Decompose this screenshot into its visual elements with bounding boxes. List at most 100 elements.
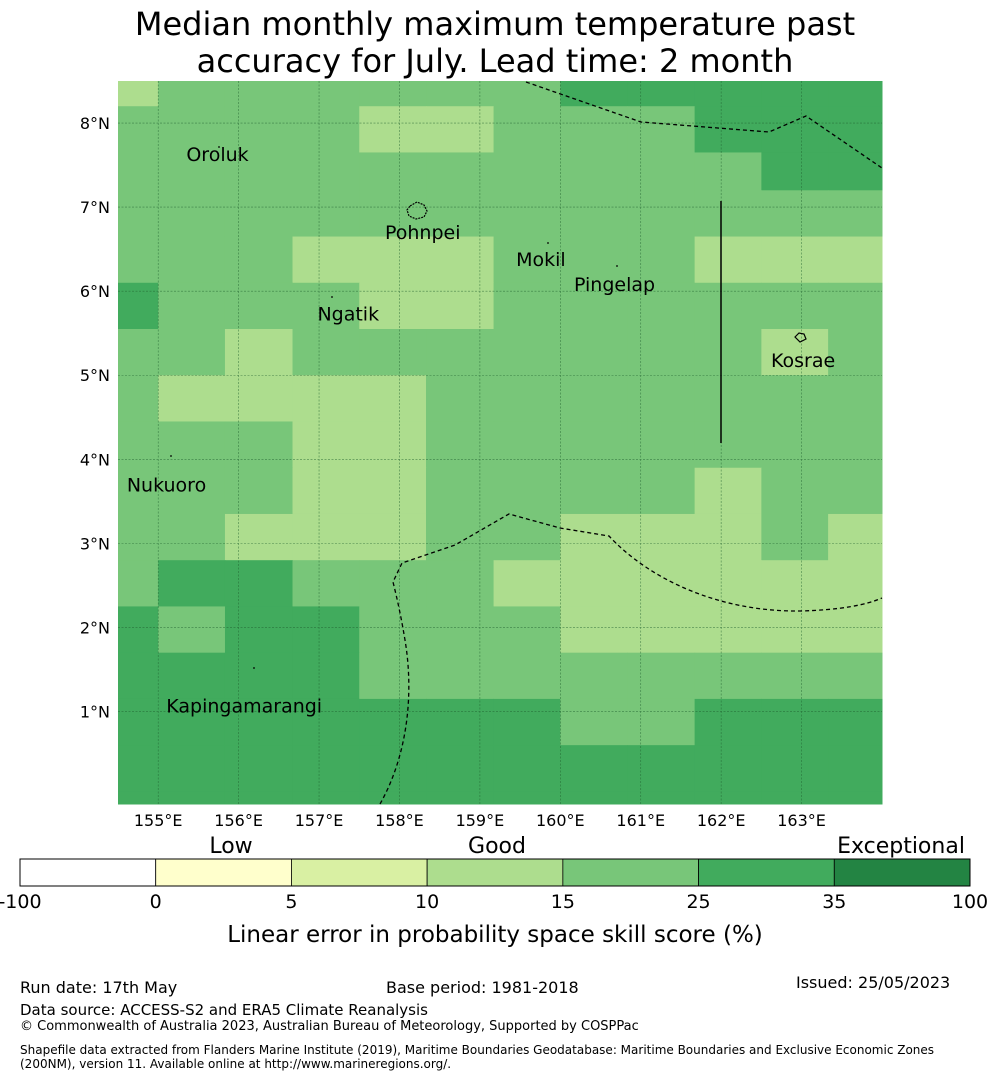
skill-cell — [426, 329, 495, 376]
skill-cell — [292, 106, 360, 153]
skill-cell — [761, 513, 829, 561]
place-label-pingelap: Pingelap — [574, 274, 655, 296]
skill-cell — [359, 329, 427, 376]
skill-cell — [493, 152, 561, 191]
skill-cell — [493, 698, 561, 746]
eez-boundaries — [379, 81, 883, 805]
skill-cell — [158, 81, 226, 107]
skill-cell — [627, 745, 696, 792]
skill-cell — [158, 152, 226, 191]
kosrae-island — [794, 332, 807, 343]
shapefile-credit-line-2: (200NM), version 11. Available online at… — [20, 1057, 452, 1071]
lon-tick-label: 159°E — [456, 811, 505, 830]
skill-cell — [560, 106, 628, 153]
chart-title: Median monthly maximum temperature past … — [0, 6, 990, 80]
skill-cell — [828, 190, 883, 238]
skill-cell — [118, 652, 159, 700]
skill-cell — [359, 152, 427, 191]
skill-cell — [694, 698, 762, 746]
skill-cell — [224, 236, 294, 284]
skill-cell — [292, 513, 360, 561]
colorbar-segment — [291, 858, 428, 887]
skill-cell — [493, 282, 561, 330]
skill-cell — [118, 375, 159, 422]
skill-cell — [828, 560, 883, 607]
lat-tick-label: 2°N — [80, 618, 110, 637]
skill-cell — [224, 745, 294, 792]
skill-cell — [224, 152, 294, 191]
skill-cell — [292, 375, 360, 422]
colorbar-category-exceptional: Exceptional — [837, 834, 965, 859]
skill-cell — [158, 560, 226, 607]
lon-tick-label: 156°E — [214, 811, 263, 830]
lat-tick-label: 8°N — [80, 114, 110, 133]
lon-tick-label: 163°E — [777, 811, 826, 830]
skill-cell — [627, 421, 696, 469]
skill-cell — [560, 190, 628, 238]
lat-tick-label: 7°N — [80, 198, 110, 217]
colorbar-tick-label: 5 — [285, 891, 297, 913]
skill-cell — [158, 106, 226, 153]
skill-cell — [118, 190, 159, 238]
title-line-1: Median monthly maximum temperature past — [134, 5, 856, 43]
eez-boundary-south — [379, 513, 883, 805]
place-label-mokil: Mokil — [516, 249, 566, 271]
skill-cell — [292, 236, 360, 284]
skill-cell — [694, 329, 762, 376]
skill-cell — [224, 560, 294, 607]
skill-cell — [694, 652, 762, 700]
skill-cell — [426, 236, 495, 284]
place-label-nukuoro: Nukuoro — [127, 474, 206, 496]
skill-cell — [224, 282, 294, 330]
title-line-2: accuracy for July. Lead time: 2 month — [196, 42, 794, 80]
skill-cell — [292, 745, 360, 792]
colorbar-segment — [833, 858, 971, 887]
skill-cell — [627, 106, 696, 153]
skill-cell — [828, 282, 883, 330]
skill-cell — [493, 190, 561, 238]
colorbar-tick-label: 0 — [150, 891, 162, 913]
lon-tick-label: 158°E — [375, 811, 424, 830]
skill-cell — [627, 236, 696, 284]
place-label-kapingamarangi: Kapingamarangi — [166, 695, 322, 717]
skill-cell — [118, 745, 159, 792]
skill-cell — [560, 467, 628, 515]
skill-cell — [761, 652, 829, 700]
skill-cell — [627, 152, 696, 191]
skill-cell — [694, 81, 762, 107]
skill-cell — [694, 375, 762, 422]
lon-tick-label: 160°E — [536, 811, 585, 830]
skill-cell — [560, 745, 628, 792]
skill-cell — [359, 467, 427, 515]
skill-cell — [627, 606, 696, 654]
skill-cell — [828, 652, 883, 700]
skill-cell — [493, 513, 561, 561]
skill-cell — [493, 560, 561, 607]
colorbar-category-good: Good — [468, 834, 526, 859]
skill-cell — [761, 745, 829, 792]
atoll-marker — [616, 265, 618, 267]
skill-map: Oroluk Pohnpei Mokil Pingelap Ngatik Kosrae Nu… — [0, 81, 988, 948]
skill-cell — [627, 467, 696, 515]
skill-cell — [828, 421, 883, 469]
skill-cell — [560, 652, 628, 700]
pohnpei-island — [406, 201, 428, 220]
skill-cell — [158, 282, 226, 330]
skill-cell — [118, 282, 159, 330]
skill-cell — [828, 81, 883, 107]
skill-cell — [118, 81, 159, 107]
skill-cell — [694, 190, 762, 238]
skill-cell — [359, 282, 427, 330]
skill-cell — [118, 606, 159, 654]
skill-cell — [627, 513, 696, 561]
skill-cell — [292, 282, 360, 330]
skill-cell — [224, 81, 294, 107]
skill-cell — [426, 698, 495, 746]
skill-cell — [224, 791, 294, 805]
skill-cell — [118, 236, 159, 284]
skill-cell — [426, 152, 495, 191]
place-label-pohnpei: Pohnpei — [385, 222, 461, 244]
skill-cell — [627, 698, 696, 746]
skill-cell — [158, 652, 226, 700]
skill-cell — [426, 745, 495, 792]
